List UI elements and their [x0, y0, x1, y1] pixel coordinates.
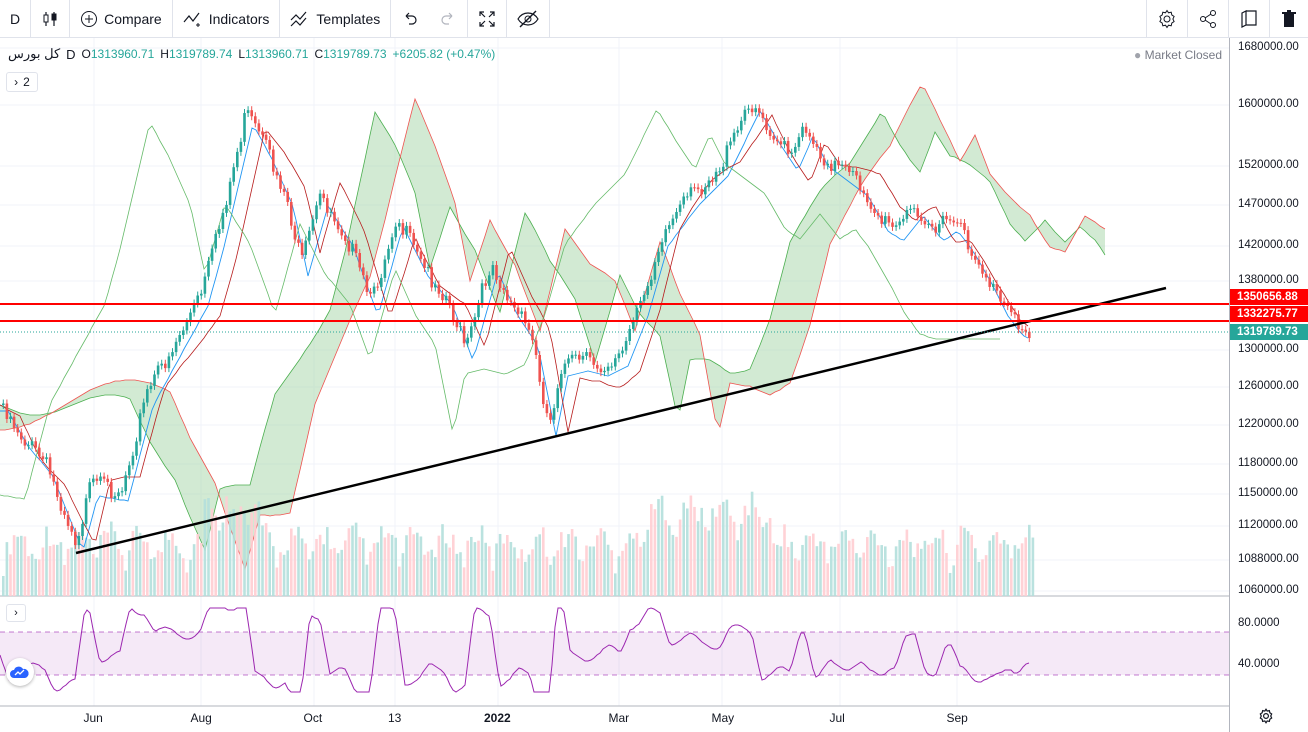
rsi-expand-button[interactable]: › [6, 604, 26, 622]
templates-button[interactable]: Templates [280, 0, 392, 38]
open-value: 1313960.71 [90, 47, 155, 61]
ichimoku-cloud [0, 86, 1106, 571]
ichimoku-lines [0, 110, 1029, 548]
price-axis-label: 1300000.00 [1238, 343, 1299, 355]
time-axis-label: 13 [388, 711, 402, 725]
price-axis-label: 1220000.00 [1238, 418, 1299, 430]
time-axis-label: Mar [608, 711, 630, 725]
collapsed-count: 2 [23, 75, 30, 89]
compare-button[interactable]: Compare [70, 0, 173, 38]
price-axis-label: 1088000.00 [1238, 553, 1299, 565]
price-axis-label: 1520000.00 [1238, 159, 1299, 171]
plus-circle-icon [81, 10, 98, 27]
collapse-indicators-button[interactable]: › 2 [6, 72, 38, 92]
chevron-right-icon: › [14, 607, 18, 619]
undo-icon [405, 12, 417, 25]
low-label: L [238, 47, 246, 61]
indicators-label: Indicators [208, 10, 270, 27]
close-label: C [314, 47, 324, 61]
share-button[interactable] [1187, 0, 1228, 38]
time-axis-label: Oct [303, 711, 323, 725]
redo-icon [441, 12, 453, 25]
gear-icon [1159, 9, 1175, 29]
price-axis-label: 1120000.00 [1238, 519, 1298, 531]
level-tag-1: 1350656.88 [1230, 289, 1308, 305]
price-axis-label: 1260000.00 [1238, 380, 1299, 392]
fullscreen-icon [479, 10, 495, 27]
trash-icon [1282, 10, 1296, 27]
price-axis-label: 1420000.00 [1238, 239, 1299, 251]
price-axis-label: 1680000.00 [1238, 41, 1299, 53]
indicators-button[interactable]: Indicators [173, 0, 281, 38]
time-axis-label: Aug [190, 711, 212, 725]
price-axis-label: 1600000.00 [1238, 98, 1299, 110]
interval-label: D [10, 10, 21, 27]
templates-label: Templates [316, 10, 381, 27]
delete-button[interactable] [1269, 0, 1308, 38]
time-axis-label: May [711, 711, 735, 725]
time-axis-label: Jul [829, 711, 845, 725]
rsi-label-80: 80.0000 [1238, 617, 1280, 629]
share-icon [1200, 10, 1216, 28]
price-axis-label: 1150000.00 [1238, 487, 1298, 499]
price-axis-label: 1180000.00 [1238, 457, 1298, 469]
low-value: 1313960.71 [245, 47, 309, 61]
last-price-tag: 1319789.73 [1230, 324, 1308, 340]
close-value: 1319789.73 [323, 47, 387, 61]
open-label: O [81, 47, 91, 61]
price-axis[interactable] [1229, 38, 1308, 732]
drawings [0, 286, 1229, 555]
settings-button[interactable] [1146, 0, 1187, 38]
interval-button[interactable]: D [0, 0, 32, 38]
change-value: +6205.82 (+0.47%) [392, 47, 496, 61]
legend-interval: D [66, 46, 76, 62]
cloud-logo-icon [10, 666, 29, 678]
chart-legend: کل بورس D O1313960.71 H1319789.74 L13139… [8, 46, 495, 62]
rsi-pane [0, 607, 1229, 693]
snapshot-button[interactable] [1228, 0, 1269, 38]
time-axis-label: Jun [83, 711, 103, 725]
price-axis-label: 1470000.00 [1238, 198, 1299, 210]
compare-label: Compare [104, 10, 162, 27]
book-icon [1241, 10, 1257, 28]
fullscreen-button[interactable] [468, 0, 508, 38]
high-value: 1319789.74 [168, 47, 233, 61]
high-label: H [160, 47, 169, 61]
market-status-label: Market Closed [1144, 48, 1222, 62]
chevron-right-icon: › [14, 75, 19, 89]
price-axis-label: 1060000.00 [1238, 584, 1299, 596]
rsi-label-40: 40.0000 [1238, 658, 1280, 670]
indicators-icon [183, 12, 200, 27]
price-chart[interactable] [0, 38, 1229, 732]
chart-type-button[interactable] [31, 0, 71, 38]
tradingview-logo[interactable] [6, 658, 34, 686]
gear-icon [1259, 708, 1273, 724]
eye-off-icon [517, 10, 539, 27]
scale-settings-button[interactable] [1258, 708, 1274, 729]
market-status: ● Market Closed [1134, 48, 1222, 62]
redo-button[interactable] [429, 0, 469, 38]
price-axis-label: 1380000.00 [1238, 274, 1299, 286]
templates-icon [290, 11, 307, 26]
hide-drawings-button[interactable] [507, 0, 551, 38]
symbol-name[interactable]: کل بورس [8, 46, 61, 61]
chart-grid [0, 38, 1229, 707]
candles-icon [43, 11, 57, 26]
candlesticks [2, 104, 1031, 550]
time-axis-label: Sep [946, 711, 968, 725]
time-axis-label: 2022 [484, 711, 511, 725]
volume-bars [2, 491, 1035, 596]
undo-button[interactable] [391, 0, 429, 38]
trendline [75, 286, 1167, 555]
level-tag-2: 1332275.77 [1230, 306, 1308, 322]
top-toolbar: D Compare Indicators Templates [0, 0, 1308, 38]
status-dot-icon: ● [1134, 48, 1145, 62]
